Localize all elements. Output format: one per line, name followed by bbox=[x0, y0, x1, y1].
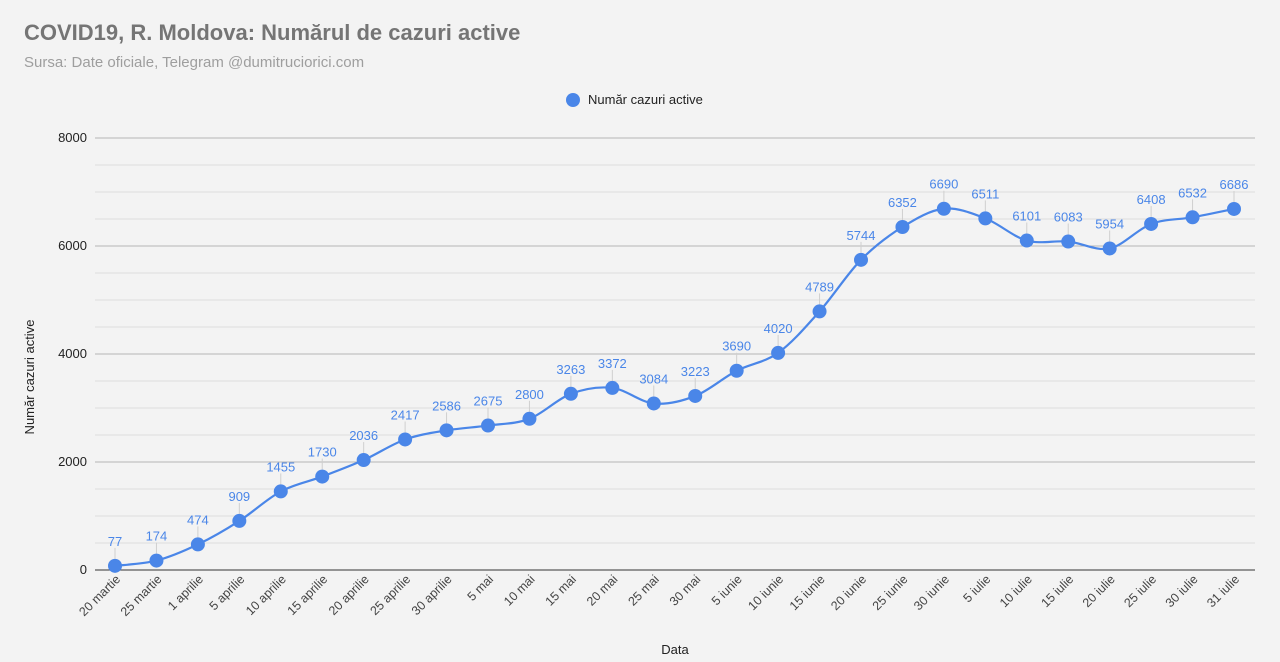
x-tick-label: 25 martie bbox=[118, 572, 165, 619]
x-tick-label: 30 iunie bbox=[911, 572, 952, 613]
x-tick-label: 1 aprilie bbox=[165, 572, 206, 613]
y-tick-label: 0 bbox=[80, 562, 87, 577]
x-tick-label: 20 aprilie bbox=[326, 572, 372, 618]
x-tick-label: 20 iunie bbox=[828, 572, 869, 613]
data-label: 6101 bbox=[1012, 209, 1041, 224]
chart-subtitle: Sursa: Date oficiale, Telegram @dumitruc… bbox=[24, 54, 365, 71]
data-point bbox=[563, 386, 578, 401]
x-tick-label: 20 martie bbox=[76, 572, 123, 619]
series-line bbox=[114, 207, 1235, 567]
data-point bbox=[978, 211, 993, 226]
data-label: 3084 bbox=[639, 371, 668, 386]
data-point bbox=[729, 363, 744, 378]
data-label: 77 bbox=[108, 534, 122, 549]
data-label: 3690 bbox=[722, 339, 751, 354]
data-label: 2417 bbox=[391, 407, 420, 422]
data-label: 2586 bbox=[432, 398, 461, 413]
x-tick-label: 20 iulie bbox=[1080, 572, 1118, 610]
data-point bbox=[398, 432, 413, 447]
data-label: 2800 bbox=[515, 387, 544, 402]
x-tick-label: 10 mai bbox=[501, 572, 537, 608]
data-point bbox=[1185, 210, 1200, 225]
x-tick-label: 5 mai bbox=[465, 572, 497, 604]
data-point bbox=[1227, 201, 1241, 216]
data-point bbox=[108, 558, 122, 573]
data-label: 6511 bbox=[971, 186, 999, 201]
data-point bbox=[1144, 216, 1159, 231]
data-label: 2036 bbox=[349, 428, 378, 443]
x-axis-title: Data bbox=[661, 642, 689, 657]
x-tick-label: 30 mai bbox=[667, 572, 703, 608]
x-tick-label: 25 iunie bbox=[870, 572, 911, 613]
data-point bbox=[356, 453, 371, 468]
data-label: 3372 bbox=[598, 356, 627, 371]
x-tick-label: 15 aprilie bbox=[285, 572, 331, 618]
data-label: 909 bbox=[228, 489, 250, 504]
chart-legend: Număr cazuri active bbox=[566, 92, 703, 107]
y-axis-title: Număr cazuri active bbox=[22, 320, 37, 435]
data-label: 3223 bbox=[681, 364, 710, 379]
data-point bbox=[190, 537, 205, 552]
legend-label: Număr cazuri active bbox=[588, 92, 703, 107]
data-label: 2675 bbox=[474, 394, 503, 409]
x-tick-label: 31 iulie bbox=[1204, 572, 1242, 610]
x-tick-label: 15 iulie bbox=[1038, 572, 1076, 610]
data-point bbox=[605, 380, 620, 395]
x-tick-label: 5 aprilie bbox=[207, 572, 248, 613]
x-tick-label: 10 iulie bbox=[997, 572, 1035, 610]
data-point bbox=[895, 219, 910, 234]
data-label: 6352 bbox=[888, 195, 917, 210]
y-tick-label: 4000 bbox=[58, 346, 87, 361]
data-point bbox=[646, 396, 661, 411]
data-point bbox=[149, 553, 164, 568]
data-label: 6532 bbox=[1178, 185, 1207, 200]
data-label: 6686 bbox=[1220, 177, 1249, 192]
data-point bbox=[812, 304, 827, 319]
x-tick-label: 10 iunie bbox=[745, 572, 786, 613]
data-point bbox=[232, 513, 247, 528]
data-label: 474 bbox=[187, 512, 209, 527]
data-point bbox=[1102, 241, 1117, 256]
chart-title: COVID19, R. Moldova: Numărul de cazuri a… bbox=[24, 20, 521, 45]
data-label: 6083 bbox=[1054, 210, 1083, 225]
data-point bbox=[481, 418, 495, 433]
data-label: 5954 bbox=[1095, 216, 1124, 231]
y-tick-label: 2000 bbox=[58, 454, 87, 469]
data-point bbox=[771, 345, 786, 360]
data-label: 4020 bbox=[764, 321, 793, 336]
data-label: 6408 bbox=[1137, 192, 1166, 207]
data-point bbox=[315, 469, 330, 484]
x-tick-label: 25 aprilie bbox=[367, 572, 413, 618]
data-label: 1455 bbox=[266, 459, 295, 474]
x-tick-label: 30 aprilie bbox=[409, 572, 455, 618]
x-tick-label: 15 iunie bbox=[787, 572, 828, 613]
y-tick-label: 8000 bbox=[58, 130, 87, 145]
x-tick-label: 25 mai bbox=[625, 572, 661, 608]
data-label: 3263 bbox=[556, 362, 585, 377]
data-point bbox=[1061, 234, 1076, 249]
data-point bbox=[936, 201, 951, 216]
data-label: 1730 bbox=[308, 445, 337, 460]
x-tick-label: 10 aprilie bbox=[243, 572, 289, 618]
data-point bbox=[854, 252, 868, 267]
data-point bbox=[273, 484, 288, 499]
x-tick-label: 20 mai bbox=[584, 572, 620, 608]
x-tick-label: 5 iunie bbox=[709, 572, 745, 608]
data-label: 6690 bbox=[929, 177, 958, 192]
y-tick-label: 6000 bbox=[58, 238, 87, 253]
data-label: 174 bbox=[146, 529, 168, 544]
data-point bbox=[688, 388, 703, 403]
data-point bbox=[439, 423, 454, 438]
legend-marker-icon bbox=[566, 92, 580, 107]
x-tick-label: 15 mai bbox=[543, 572, 579, 608]
data-point bbox=[522, 411, 537, 426]
data-label: 4789 bbox=[805, 279, 834, 294]
data-point bbox=[1019, 233, 1034, 248]
x-tick-label: 25 iulie bbox=[1121, 572, 1159, 610]
x-tick-label: 5 iulie bbox=[960, 572, 993, 605]
data-label: 5744 bbox=[847, 228, 876, 243]
x-tick-label: 30 iulie bbox=[1163, 572, 1201, 610]
